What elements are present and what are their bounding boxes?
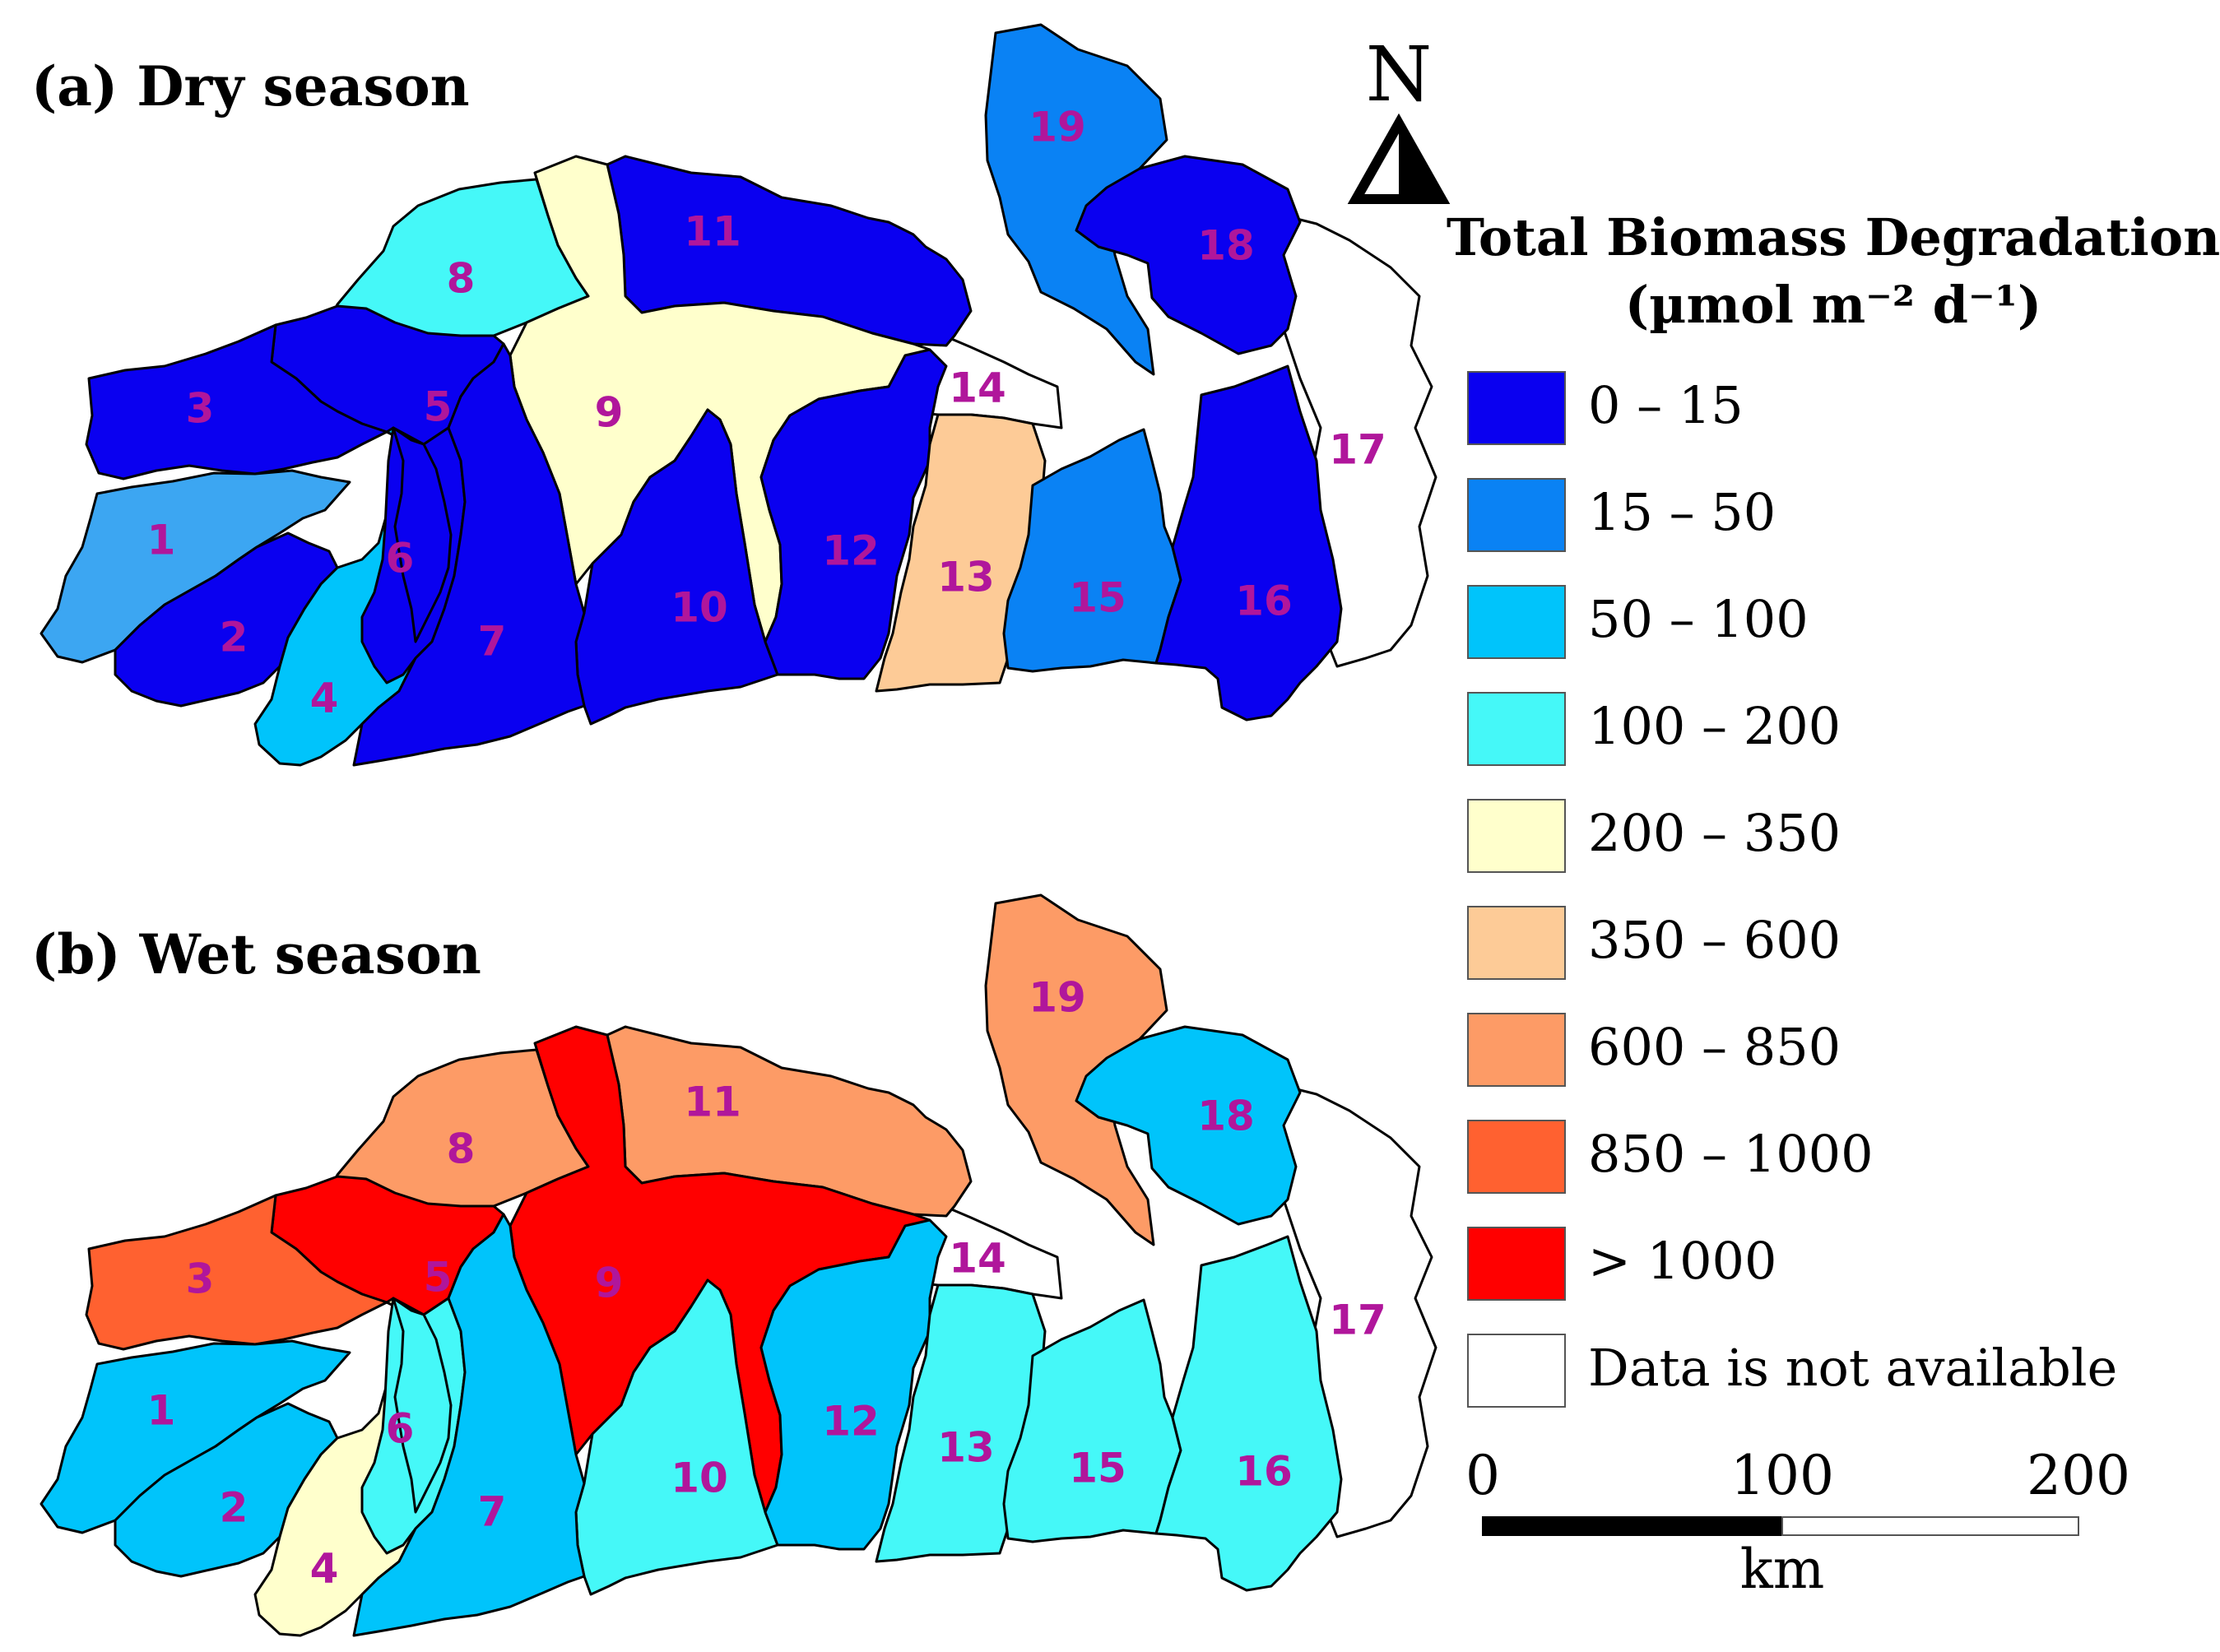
region-19-dry	[984, 23, 1168, 376]
legend-label-5: 350 – 600	[1588, 910, 1841, 970]
region-label-19-dry: 19	[1029, 104, 1086, 151]
region-label-7-dry: 7	[478, 618, 507, 666]
legend-label-2: 50 – 100	[1588, 589, 1809, 649]
legend-swatch-4	[1467, 799, 1566, 873]
scale-tick-0: 0	[1465, 1444, 1500, 1507]
legend-label-3: 100 – 200	[1588, 696, 1841, 756]
region-label-8-wet: 8	[447, 1125, 476, 1173]
region-label-14-wet: 14	[949, 1235, 1006, 1283]
region-label-16-dry: 16	[1235, 578, 1293, 625]
region-label-18-dry: 18	[1197, 222, 1255, 270]
region-label-18-wet: 18	[1197, 1093, 1255, 1140]
region-label-7-wet: 7	[478, 1488, 507, 1536]
legend-swatch-7	[1467, 1120, 1566, 1194]
legend-swatch-1	[1467, 478, 1566, 552]
scale-segment-black	[1482, 1516, 1783, 1536]
region-label-13-wet: 13	[937, 1424, 995, 1472]
legend-title: Total Biomass Degradation	[1447, 207, 2220, 267]
region-label-11-wet: 11	[684, 1079, 741, 1126]
legend-unit: (µmol m⁻² d⁻¹)	[1625, 275, 2041, 335]
region-label-2-wet: 2	[220, 1484, 248, 1532]
region-label-3-wet: 3	[186, 1255, 215, 1303]
north-arrow-icon: N	[1347, 30, 1451, 204]
scale-unit: km	[1740, 1538, 1825, 1601]
legend-label-9: Data is not available	[1588, 1338, 2117, 1398]
region-label-11-dry: 11	[684, 208, 741, 256]
region-label-12-wet: 12	[822, 1398, 880, 1446]
region-label-13-dry: 13	[937, 554, 995, 601]
region-3-dry	[85, 323, 388, 480]
region-label-1-dry: 1	[147, 517, 176, 564]
north-arrow-label: N	[1366, 30, 1433, 118]
region-label-14-dry: 14	[949, 364, 1006, 412]
legend: Total Biomass Degradation (µmol m⁻² d⁻¹)…	[1447, 207, 2220, 1408]
region-label-5-dry: 5	[424, 383, 453, 431]
region-label-3-dry: 3	[186, 385, 215, 433]
region-7-dry	[352, 342, 586, 767]
region-label-17-wet: 17	[1329, 1297, 1386, 1344]
legend-swatch-0	[1467, 371, 1566, 445]
legend-label-0: 0 – 15	[1588, 375, 1744, 435]
region-16-wet	[1154, 1235, 1343, 1592]
region-label-10-wet: 10	[671, 1455, 728, 1502]
panel-title-dry: (a) Dry season	[31, 54, 470, 118]
region-label-17-dry: 17	[1329, 426, 1386, 474]
legend-label-4: 200 – 350	[1588, 803, 1841, 863]
legend-swatch-2	[1467, 585, 1566, 659]
scale-bar: 0 100 200 km	[1465, 1444, 2130, 1601]
region-18-dry	[1075, 155, 1302, 355]
legend-swatch-8	[1467, 1227, 1566, 1301]
region-label-19-wet: 19	[1029, 974, 1086, 1022]
region-10-wet	[574, 1278, 779, 1596]
legend-label-1: 15 – 50	[1588, 482, 1776, 542]
region-13-dry	[875, 413, 1047, 693]
region-label-15-dry: 15	[1069, 574, 1126, 622]
legend-label-7: 850 – 1000	[1588, 1124, 1874, 1184]
region-label-15-wet: 15	[1069, 1445, 1126, 1492]
region-19-wet	[984, 893, 1168, 1246]
legend-label-8: > 1000	[1588, 1231, 1776, 1291]
region-label-9-dry: 9	[595, 389, 624, 437]
region-13-wet	[875, 1283, 1047, 1563]
region-label-8-dry: 8	[447, 255, 476, 303]
region-7-wet	[352, 1213, 586, 1637]
panel-title-wet: (b) Wet season	[31, 922, 481, 986]
north-arrow-triangle-fill	[1399, 125, 1442, 199]
scale-tick-200: 200	[2027, 1444, 2130, 1507]
region-label-5-wet: 5	[424, 1254, 453, 1302]
legend-swatch-3	[1467, 692, 1566, 766]
legend-swatch-9	[1467, 1334, 1566, 1408]
region-3-wet	[85, 1194, 388, 1351]
legend-label-6: 600 – 850	[1588, 1017, 1841, 1077]
region-18-wet	[1075, 1025, 1302, 1226]
region-label-12-dry: 12	[822, 527, 880, 575]
region-label-10-dry: 10	[671, 584, 728, 632]
region-label-9-wet: 9	[595, 1260, 624, 1307]
region-label-2-dry: 2	[220, 614, 248, 661]
region-label-6-dry: 6	[386, 535, 415, 582]
region-16-dry	[1154, 364, 1343, 722]
scale-segment-white	[1781, 1516, 2079, 1536]
region-label-16-wet: 16	[1235, 1448, 1293, 1496]
region-label-1-wet: 1	[147, 1387, 176, 1435]
region-10-dry	[574, 408, 779, 726]
scale-tick-100: 100	[1730, 1444, 1834, 1507]
legend-swatch-5	[1467, 906, 1566, 980]
region-label-6-wet: 6	[386, 1405, 415, 1453]
legend-swatch-6	[1467, 1013, 1566, 1087]
region-label-4-dry: 4	[310, 675, 339, 722]
region-label-4-wet: 4	[310, 1545, 339, 1593]
